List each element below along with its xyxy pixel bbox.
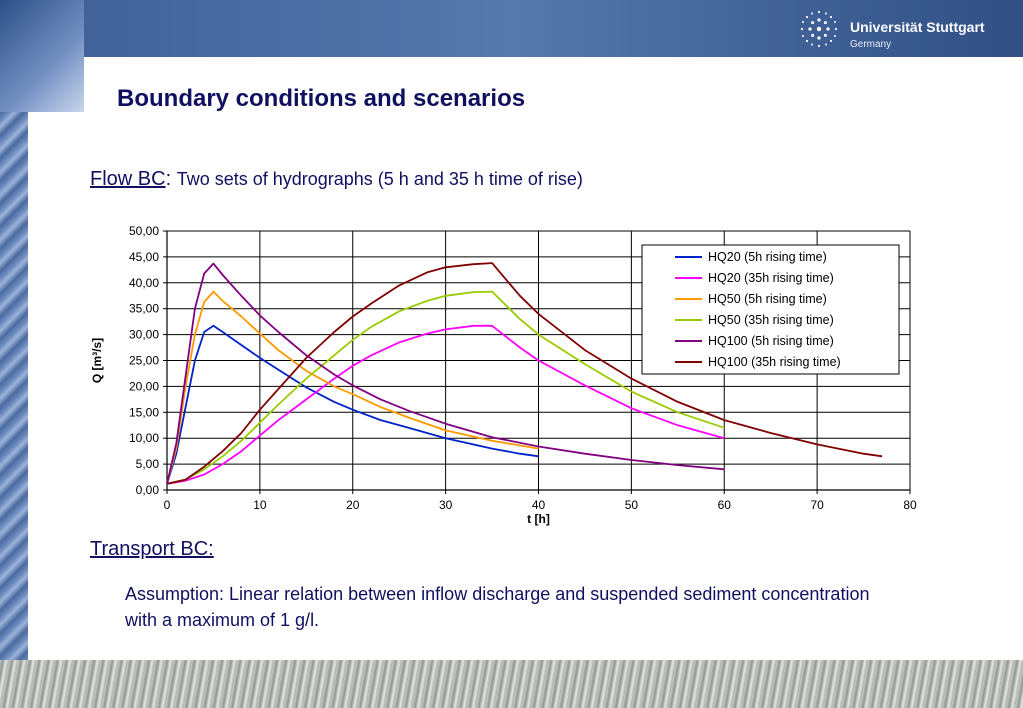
flow-bc-colon: :: [165, 168, 172, 190]
legend-entry-2: HQ20 (35h rising time): [708, 271, 834, 285]
flow-bc-line: Flow BC: Two sets of hydrographs (5 h an…: [90, 168, 583, 191]
series-line-3: [166, 290, 539, 485]
x-tick-label: 40: [532, 498, 546, 512]
series-line-2: [166, 324, 725, 485]
legend-entry-1: HQ20 (5h rising time): [708, 250, 827, 264]
x-axis-label: t [h]: [527, 512, 550, 526]
y-tick-label: 45,00: [129, 250, 159, 264]
legend-entry-6: HQ100 (35h rising time): [708, 355, 841, 369]
y-tick-label: 0,00: [136, 483, 160, 497]
y-tick-label: 20,00: [129, 379, 159, 393]
legend-entry-4: HQ50 (35h rising time): [708, 313, 834, 327]
y-axis-label: Q [m³/s]: [90, 338, 104, 383]
series-line-4: [166, 290, 725, 485]
x-tick-label: 0: [164, 498, 171, 512]
flow-bc-description: Two sets of hydrographs (5 h and 35 h ti…: [176, 169, 583, 189]
hydrograph-chart: 0,00 5,00 10,00 15,00 20,00 25,00 30,00 35,00 40…: [90, 224, 917, 526]
transport-assumption-text: Assumption: Linear relation between infl…: [125, 584, 870, 630]
y-tick-label: 10,00: [129, 431, 159, 445]
transport-bc-label: Transport BC:: [90, 538, 214, 560]
legend-box: [641, 244, 900, 375]
x-tick-label: 70: [810, 498, 824, 512]
y-tick-label: 30,00: [129, 328, 159, 342]
flow-bc-label: Flow BC: [90, 168, 166, 190]
y-tick-label: 50,00: [129, 224, 159, 238]
x-tick-label: 20: [346, 498, 360, 512]
series-line-6: [166, 262, 883, 485]
series-line-5: [166, 262, 725, 485]
y-tick-label: 25,00: [129, 354, 159, 368]
university-country: Germany: [850, 39, 892, 50]
series-line-1: [166, 324, 539, 485]
x-tick-label: 30: [439, 498, 453, 512]
legend-entry-5: HQ100 (5h rising time): [708, 334, 834, 348]
university-logo-icon: [800, 10, 838, 48]
y-tick-label: 35,00: [129, 302, 159, 316]
bottom-decorative-band: [0, 660, 1023, 708]
y-tick-label: 15,00: [129, 405, 159, 419]
corner-decorative-image: [0, 0, 84, 112]
left-decorative-band: [0, 0, 28, 708]
y-tick-label: 40,00: [129, 276, 159, 290]
slide-title: Boundary conditions and scenarios: [117, 85, 526, 112]
x-tick-label: 80: [903, 498, 917, 512]
x-tick-label: 60: [718, 498, 732, 512]
x-tick-label: 50: [625, 498, 639, 512]
y-tick-label: 5,00: [136, 457, 160, 471]
header-band: [0, 0, 1023, 57]
university-name: Universität Stuttgart: [850, 19, 985, 35]
x-tick-label: 10: [253, 498, 267, 512]
legend-entry-3: HQ50 (5h rising time): [708, 292, 827, 306]
